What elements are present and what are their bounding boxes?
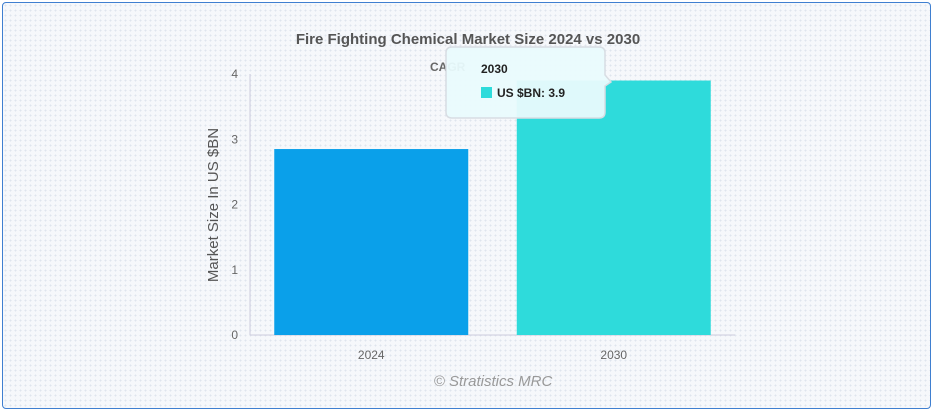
tooltip: 2030 US $BN: 3.9 <box>445 46 613 119</box>
y-tick-label: 4 <box>231 67 238 81</box>
y-tick-labels: 0 1 2 3 4 <box>231 67 238 342</box>
bars <box>274 80 711 336</box>
bar-2030[interactable] <box>516 80 711 336</box>
credit-text: © Stratistics MRC <box>434 373 553 390</box>
y-tick-label: 2 <box>231 198 238 212</box>
x-tick-label: 2024 <box>358 348 385 362</box>
chart-title: Fire Fighting Chemical Market Size 2024 … <box>296 31 640 48</box>
x-tick-label: 2030 <box>600 348 627 362</box>
tooltip-text: US $BN: 3.9 <box>497 86 565 100</box>
x-tick-labels: 2024 2030 <box>358 348 628 362</box>
tooltip-box <box>445 46 613 119</box>
bar-2024[interactable] <box>274 149 469 335</box>
y-tick-label: 0 <box>231 328 238 342</box>
y-tick-label: 3 <box>231 132 238 146</box>
y-axis-label: Market Size In US $BN <box>205 128 222 282</box>
y-tick-label: 1 <box>231 263 238 277</box>
tooltip-swatch <box>481 87 492 98</box>
tooltip-title: 2030 <box>481 62 508 76</box>
